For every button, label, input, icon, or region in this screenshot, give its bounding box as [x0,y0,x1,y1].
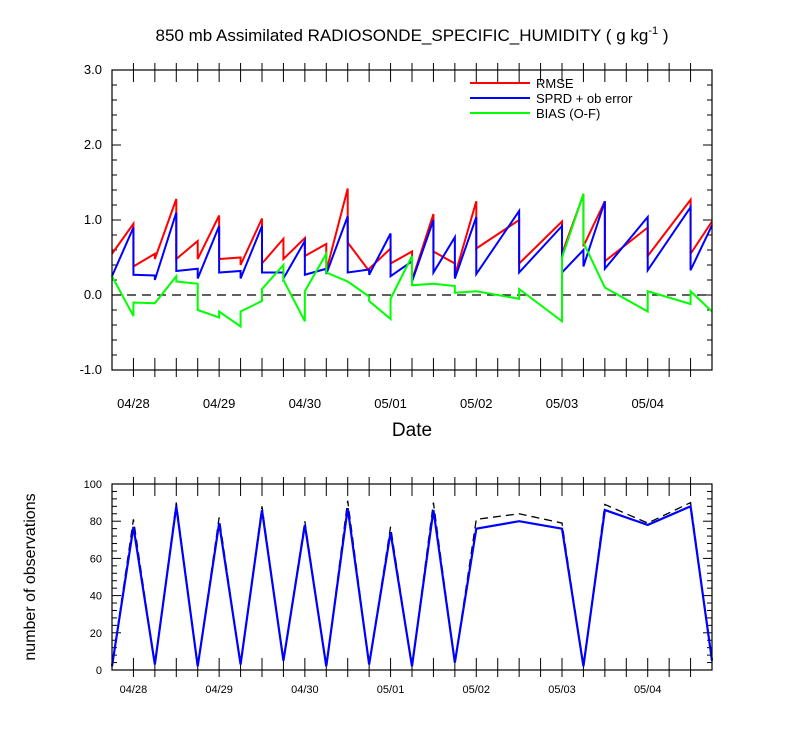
chart-title-sup: -1 [648,25,658,37]
legend-label-rmse: RMSE [536,76,574,91]
legend-label-sprd-ob-error: SPRD + ob error [536,91,633,106]
y-tick-label: 40 [90,591,102,603]
y-tick-label: 0.0 [84,287,102,302]
x-tick-label-05-03: 05/03 [548,684,576,696]
y-axis-title: number of observations [22,493,39,660]
x-axis-title: Date [392,420,432,441]
y-tick-label: 0 [96,665,102,677]
x-tick-label-05-03: 05/03 [546,396,579,411]
y-tick-label: 60 [90,553,102,565]
x-tick-label-05-04: 05/04 [631,396,664,411]
series-line-assimilated [110,504,714,667]
y-tick-label: 80 [90,516,102,528]
x-tick-label-05-01: 05/01 [377,684,405,696]
x-tick-label-05-04: 05/04 [634,684,662,696]
y-tick-label: 100 [84,479,102,491]
bottom-chart-panel: 0 20 40 60 80 100 04/28 04/29 04/30 05/01 05/02 05/… [22,477,714,696]
y-tick-label: 20 [90,628,102,640]
y-tick-label: -1.0 [80,362,102,377]
x-tick-label-04-30: 04/30 [289,396,322,411]
y-tick-label: 2.0 [84,137,102,152]
chart-title: 850 mb Assimilated RADIOSONDE_SPECIFIC_H… [156,25,669,45]
x-tick-label-04-28: 04/28 [117,396,150,411]
x-tick-label-04-28: 04/28 [120,684,148,696]
plot-frame [111,69,713,371]
chart-title-main: 850 mb Assimilated RADIOSONDE_SPECIFIC_H… [156,26,649,45]
top-chart-panel: -1.0 0.0 1.0 2.0 3.0 04/28 04/29 04/30 05/01 05/0… [80,62,713,441]
x-tick-label-05-02: 05/02 [460,396,493,411]
x-tick-label-04-29: 04/29 [203,396,236,411]
series-line-sprd-ob-error [111,200,713,283]
series-line-bias-o-f [111,193,713,329]
x-tick-label-05-02: 05/02 [463,684,491,696]
plot-frame [111,483,713,671]
x-tick-label-05-01: 05/01 [374,396,407,411]
y-tick-label: 1.0 [84,212,102,227]
x-tick-label-04-30: 04/30 [291,684,319,696]
chart-title-end: ) [658,26,668,45]
x-tick-label-04-29: 04/29 [205,684,233,696]
legend-label-bias-o-f: BIAS (O-F) [536,106,600,121]
y-tick-label: 3.0 [84,62,102,77]
